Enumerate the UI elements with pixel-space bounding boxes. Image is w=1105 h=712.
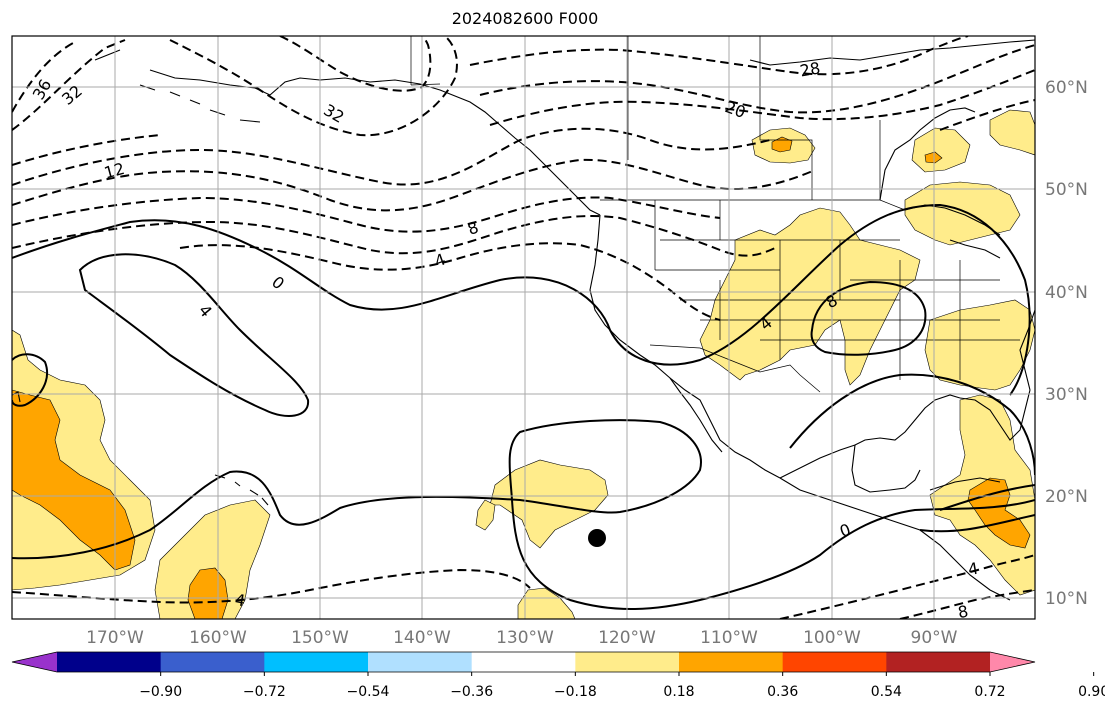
contour-dashed-32-west — [12, 39, 126, 131]
colorbar-tick-label: 0.72 — [974, 684, 1005, 700]
lat-label-50: 50°N — [1045, 180, 1088, 200]
yucatan — [851, 444, 921, 493]
latitude-labels: 60°N 50°N 40°N 30°N 20°N 10°N — [1045, 78, 1088, 609]
contour-dashed-8 — [12, 214, 776, 257]
colorbar-tick-label: −0.36 — [450, 684, 493, 700]
shade-west-pacific-core — [12, 389, 136, 571]
lat-label-20: 20°N — [1045, 487, 1088, 507]
contour-solid-eastloop — [810, 280, 927, 356]
border-alaska-canada — [410, 36, 441, 86]
contour-dashed-4-south — [12, 568, 531, 604]
colorbar-tick-label: −0.72 — [243, 684, 286, 700]
map-frame — [11, 35, 1036, 620]
colorbar-swatch — [679, 652, 784, 672]
dashed-contours — [12, 36, 1035, 619]
colorbar: −0.90 −0.72 −0.54 −0.36 −0.18 0.18 0.36 0.54 0.7… — [11, 651, 1105, 700]
contour-label: 12 — [102, 159, 127, 183]
colorbar-swatch — [782, 652, 887, 672]
lon-label-160w: 160°W — [189, 628, 247, 648]
colorbar-swatch — [57, 652, 162, 672]
shade-south-central — [154, 499, 271, 619]
us-state-grid — [654, 200, 1020, 380]
colorbar-extend-high — [990, 652, 1035, 672]
lon-label-120w: 120°W — [598, 628, 656, 648]
contour-dashed-20 — [12, 69, 1035, 166]
canada-coast — [749, 39, 1035, 66]
lat-label-60: 60°N — [1045, 78, 1088, 98]
cuba — [929, 477, 1001, 491]
colorbar-tick-label: −0.18 — [554, 684, 597, 700]
lon-label-90w: 90°W — [911, 628, 958, 648]
lon-label-170w: 170°W — [86, 628, 144, 648]
contour-solid-4-loop — [78, 253, 310, 417]
contour-solid-north — [12, 203, 1031, 396]
florida — [959, 389, 1031, 441]
contour-dashed-32-arc — [169, 36, 458, 137]
contour-dashed-24 — [479, 44, 1035, 114]
colorbar-swatch — [368, 652, 473, 672]
contour-dashed-10 — [12, 196, 721, 233]
contour-dashed-16 — [12, 99, 1035, 186]
colorbar-swatch — [264, 652, 369, 672]
colorbar-swatch — [471, 652, 576, 672]
contour-label: 4 — [233, 590, 246, 610]
shade-canada-a-core — [771, 136, 793, 153]
border-canada-provinces — [627, 36, 881, 200]
colorbar-outline — [11, 651, 1036, 673]
colorbar-extend-low — [12, 652, 57, 672]
colorbar-tick-label: 0.36 — [767, 684, 798, 700]
contour-dashed-inner-arc — [279, 36, 432, 92]
shade-east-us — [924, 299, 1035, 391]
mexico-gulf-coast — [779, 394, 961, 479]
border-us-mexico — [649, 344, 821, 393]
shade-bottom-center — [517, 587, 576, 619]
colorbar-swatch — [160, 652, 265, 672]
contour-label: 28 — [798, 58, 821, 80]
colorbar-tick-label: 0.54 — [871, 684, 902, 700]
map-title: 2024082600 F000 — [451, 9, 599, 28]
contour-dashed-8-south — [899, 589, 1035, 619]
contour-dashed-4-north — [179, 242, 721, 321]
us-west-coast — [589, 214, 781, 479]
lat-label-30: 30°N — [1045, 385, 1088, 405]
contour-dashed-36 — [12, 41, 76, 113]
lon-label-150w: 150°W — [291, 628, 349, 648]
colorbar-tick-label: −0.54 — [347, 684, 390, 700]
lat-label-40: 40°N — [1045, 283, 1088, 303]
colorbar-swatch — [886, 652, 991, 672]
shade-canada-c — [989, 109, 1035, 156]
lon-label-110w: 110°W — [700, 628, 758, 648]
colorbar-tick-label: 0.90 — [1078, 684, 1105, 700]
shade-east-pacific-small — [475, 499, 496, 531]
shade-rockies — [699, 207, 921, 386]
contour-solid-south — [12, 419, 1035, 610]
contour-label: 8 — [956, 602, 969, 622]
alaska-coast — [94, 49, 601, 216]
storm-position-marker — [588, 529, 606, 547]
lon-label-100w: 100°W — [803, 628, 861, 648]
solid-contours — [12, 203, 1035, 610]
hudson-bay — [879, 107, 976, 201]
colorbar-tick-label: −0.90 — [139, 684, 182, 700]
graticule — [12, 36, 1035, 619]
political-borders — [410, 36, 1020, 393]
lat-label-10: 10°N — [1045, 589, 1088, 609]
lon-label-140w: 140°W — [393, 628, 451, 648]
baja — [669, 377, 723, 453]
contour-label: 4 — [967, 559, 980, 579]
contour-dashed-12 — [12, 158, 816, 212]
colorbar-swatch — [575, 652, 680, 672]
lon-label-130w: 130°W — [496, 628, 554, 648]
longitude-labels: 170°W 160°W 150°W 140°W 130°W 120°W 110°… — [86, 628, 958, 648]
contour-dashed-4-east — [779, 554, 1035, 619]
contour-dashed-28 — [469, 36, 969, 76]
contour-solid-left — [12, 353, 48, 407]
colorbar-tick-label: 0.18 — [663, 684, 694, 700]
